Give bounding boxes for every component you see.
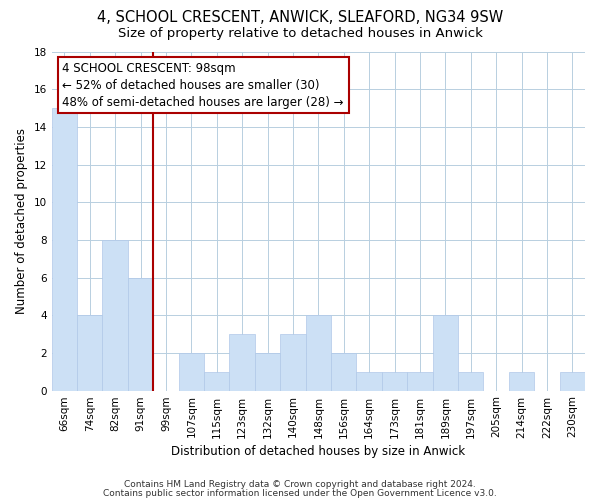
Bar <box>204 372 229 390</box>
Bar <box>280 334 305 390</box>
Bar <box>382 372 407 390</box>
Bar <box>52 108 77 391</box>
Bar <box>179 353 204 391</box>
Bar <box>433 315 458 390</box>
Bar <box>229 334 255 390</box>
Bar <box>331 353 356 391</box>
Text: Size of property relative to detached houses in Anwick: Size of property relative to detached ho… <box>118 28 482 40</box>
Bar <box>103 240 128 390</box>
Bar <box>560 372 585 390</box>
Bar <box>305 315 331 390</box>
Text: Contains HM Land Registry data © Crown copyright and database right 2024.: Contains HM Land Registry data © Crown c… <box>124 480 476 489</box>
Bar <box>407 372 433 390</box>
Text: 4 SCHOOL CRESCENT: 98sqm
← 52% of detached houses are smaller (30)
48% of semi-d: 4 SCHOOL CRESCENT: 98sqm ← 52% of detach… <box>62 62 344 108</box>
Bar <box>128 278 153 390</box>
Bar <box>255 353 280 391</box>
Text: 4, SCHOOL CRESCENT, ANWICK, SLEAFORD, NG34 9SW: 4, SCHOOL CRESCENT, ANWICK, SLEAFORD, NG… <box>97 10 503 25</box>
Text: Contains public sector information licensed under the Open Government Licence v3: Contains public sector information licen… <box>103 488 497 498</box>
Bar <box>458 372 484 390</box>
Bar <box>509 372 534 390</box>
Bar <box>356 372 382 390</box>
Y-axis label: Number of detached properties: Number of detached properties <box>15 128 28 314</box>
X-axis label: Distribution of detached houses by size in Anwick: Distribution of detached houses by size … <box>171 444 466 458</box>
Bar <box>77 315 103 390</box>
